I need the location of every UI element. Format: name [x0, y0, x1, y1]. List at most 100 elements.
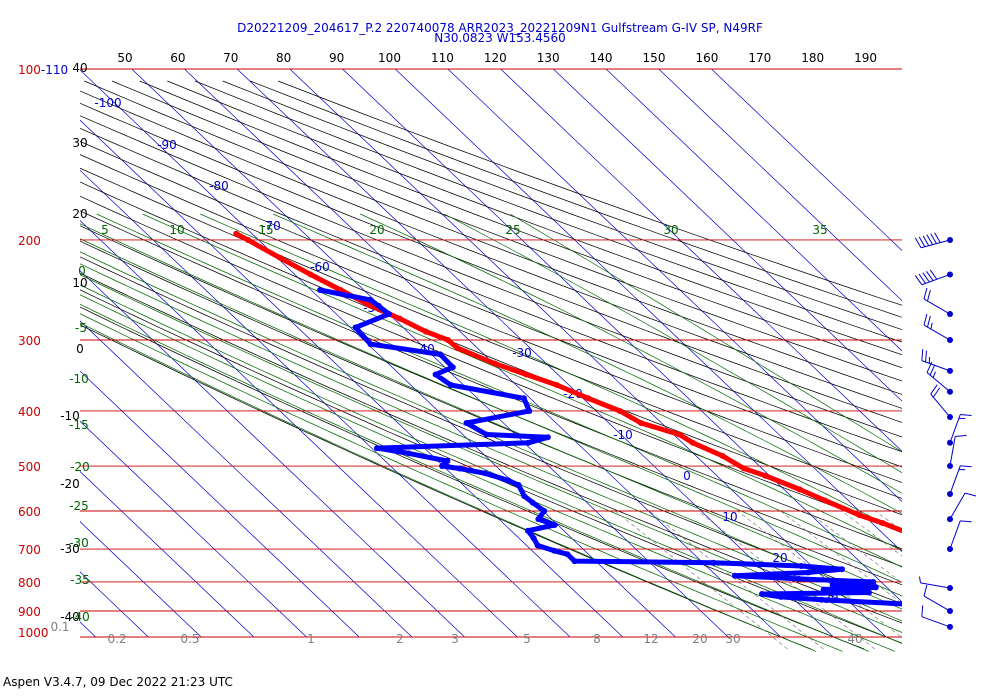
dewpoint-point — [367, 341, 374, 348]
dry-adiabat-line — [80, 256, 902, 604]
dewpoint-point — [482, 470, 489, 477]
moist-adiabat-line — [509, 213, 902, 453]
dewpoint-point — [367, 296, 374, 303]
wind-barb-flag — [960, 465, 972, 468]
wind-barb — [923, 313, 953, 344]
dry-adiabat-line — [80, 240, 902, 586]
wind-barb-half-flag — [930, 322, 933, 330]
dewpoint-point — [798, 563, 805, 569]
wind-barb — [914, 232, 953, 249]
theta-label: 60 — [170, 51, 185, 65]
left-temp-label: -10 — [60, 409, 80, 423]
mixing-ratio-line — [737, 510, 902, 638]
moist-adiabat-line — [80, 223, 902, 583]
dewpoint-point — [759, 591, 765, 597]
isotherm-line — [80, 69, 676, 638]
wind-barb-staff — [921, 360, 951, 372]
left-temp-label: -20 — [60, 477, 80, 491]
dewpoint-point — [938, 608, 944, 614]
isotherm-label: -100 — [94, 96, 121, 110]
wind-barb — [921, 605, 953, 630]
moist-adiabat-line — [80, 263, 902, 622]
dry-adiabat-line — [167, 80, 902, 356]
dewpoint-point — [449, 364, 456, 371]
mixing-ratio-line — [946, 511, 1000, 649]
dry-adiabat-line — [80, 225, 902, 567]
dewpoint-point — [520, 395, 527, 402]
moist-adiabat-line — [359, 213, 902, 494]
theta-label: 110 — [431, 51, 454, 65]
dewpoint-point — [525, 439, 532, 446]
temperature-profile-line — [233, 231, 902, 534]
wind-barb-dot — [947, 271, 953, 278]
wind-barb-flag — [960, 414, 972, 417]
temperature-point — [245, 237, 251, 243]
isotherm-line — [236, 68, 834, 638]
dewpoint-point — [952, 612, 958, 618]
moist-adiabat-label: -20 — [70, 460, 90, 474]
wind-barb-flag — [923, 287, 928, 300]
wind-barb-dot — [947, 367, 953, 374]
mixing-ratio-label: 20 — [692, 632, 707, 646]
temperature-point — [553, 382, 560, 388]
isotherm-line — [80, 521, 202, 638]
moist-adiabat-label: 25 — [505, 223, 520, 237]
temperature-point — [975, 556, 981, 562]
dewpoint-point — [564, 551, 571, 558]
theta-label: 130 — [537, 51, 560, 65]
temperature-point — [960, 551, 966, 557]
pressure-label: 700 — [18, 543, 41, 557]
mixing-ratio-line — [697, 510, 876, 650]
theta-label: 50 — [117, 51, 132, 65]
dewpoint-point — [956, 609, 962, 615]
dewpoint-point — [829, 582, 836, 588]
dewpoint-point — [571, 558, 578, 565]
dry-adiabat-line — [250, 80, 902, 318]
wind-barb — [923, 584, 953, 615]
mixing-ratio-label: 30 — [725, 632, 740, 646]
temperature-point — [992, 560, 998, 566]
wind-barb-staff — [921, 273, 951, 286]
mixing-ratio-label: 0.1 — [50, 620, 69, 634]
wind-barb-dot — [947, 516, 953, 523]
wind-barb-staff — [920, 239, 951, 249]
pressure-label: 800 — [18, 576, 41, 590]
wind-barb-dot — [947, 388, 953, 395]
moist-adiabat-label: 20 — [369, 223, 384, 237]
dewpoint-point — [985, 628, 991, 634]
isotherm-line — [80, 470, 255, 638]
dewpoint-point — [526, 408, 533, 414]
dewpoint-point — [529, 499, 536, 506]
temperature-point — [689, 439, 696, 446]
wind-barb-staff — [923, 324, 951, 341]
wind-barb-flag — [914, 237, 922, 249]
isotherm-line — [289, 68, 887, 638]
pressure-label: 900 — [18, 605, 41, 619]
moist-adiabat-label: -35 — [70, 573, 90, 587]
wind-barb-half-flag — [919, 576, 921, 583]
dewpoint-point — [710, 559, 717, 566]
wind-barb-dot — [947, 608, 953, 615]
wind-barb-flag — [926, 271, 934, 281]
mixing-ratio-label: 2 — [396, 632, 404, 646]
wind-barb — [947, 465, 972, 497]
wind-barb-flag — [926, 361, 933, 373]
left-temp-label: 20 — [72, 207, 87, 221]
mixing-ratio-label: 0.2 — [107, 632, 126, 646]
theta-label: 190 — [854, 51, 877, 65]
dewpoint-point — [795, 575, 802, 582]
dewpoint-point — [352, 324, 359, 331]
temperature-point — [762, 472, 769, 479]
moist-adiabat-line — [80, 303, 869, 652]
isotherm-label: -90 — [157, 138, 177, 152]
isotherm-line — [80, 270, 465, 638]
mixing-ratio-label: 8 — [593, 632, 601, 646]
dewpoint-point — [544, 434, 551, 441]
isotherm-line — [80, 119, 623, 638]
dewpoint-point — [777, 593, 784, 600]
isotherm-label: -60 — [310, 260, 330, 274]
pressure-label: 600 — [18, 505, 41, 519]
mixing-ratio-line — [649, 510, 824, 650]
wind-barb — [947, 414, 972, 446]
wind-barb-dot — [947, 236, 953, 243]
